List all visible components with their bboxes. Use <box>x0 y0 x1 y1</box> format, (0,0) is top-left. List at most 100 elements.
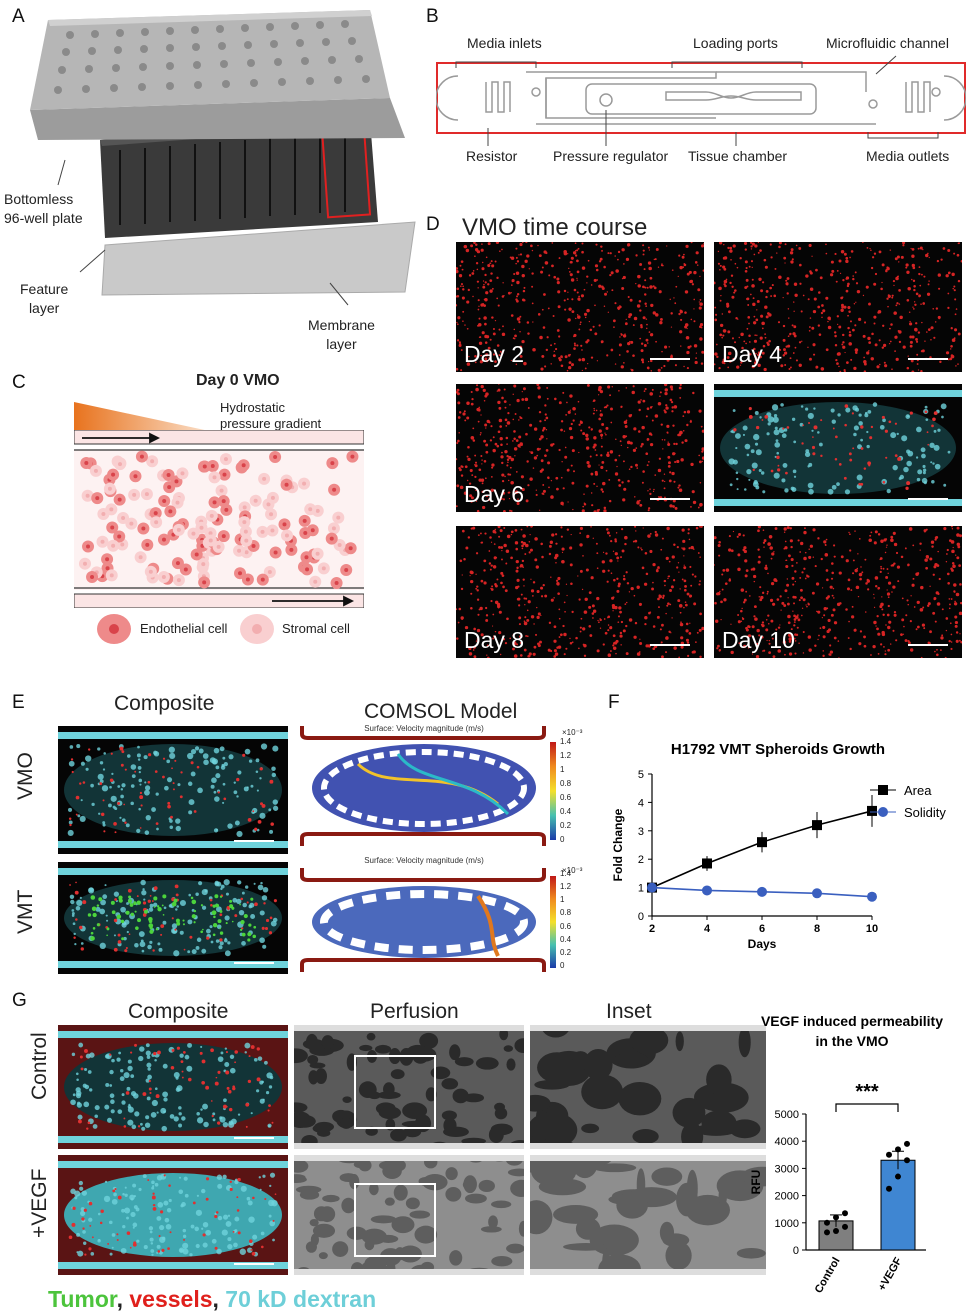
endothelial-cell-legend-icon <box>97 614 131 644</box>
vegf-permeability-chart: VEGF induced permeability in the VMO 0 1000… <box>749 1013 943 1296</box>
solidity-point <box>757 886 767 897</box>
x-tick-label: 2 <box>649 923 655 935</box>
y-tick-label: 1 <box>638 883 644 895</box>
colorbar-tick: 0 <box>560 961 565 970</box>
panel-c-title: Day 0 VMO <box>196 372 280 389</box>
colorbar-tick: 0.2 <box>560 947 572 957</box>
comsol-vmt-caption: Surface: Velocity magnitude (m/s) <box>364 856 484 865</box>
y-tick-label: 3000 <box>775 1163 799 1175</box>
data-point <box>904 1157 910 1164</box>
panel-e-composite-title: Composite <box>114 692 215 715</box>
y-tick-label: 5000 <box>775 1109 799 1121</box>
data-point <box>842 1223 848 1230</box>
panel-letter-b: B <box>426 6 439 27</box>
micrograph-day-6: Day 6 <box>456 384 704 512</box>
data-point <box>895 1173 901 1180</box>
x-tick-label: 4 <box>704 923 711 935</box>
stromal-cell-legend-icon <box>240 614 274 644</box>
label-microfluidic-channel: Microfluidic channel <box>826 35 949 51</box>
label-feature-layer: Feature layer <box>20 281 69 316</box>
panel-letter-d: D <box>426 214 440 235</box>
label-pressure-gradient: Hydrostatic pressure gradient <box>220 400 322 431</box>
inset-box-control <box>354 1055 436 1129</box>
legend-stromal-cell: Stromal cell <box>282 621 350 636</box>
row-label-vmo: VMO <box>14 752 37 800</box>
colorbar-tick: 0.2 <box>560 821 572 830</box>
perfusion-control-image <box>294 1025 524 1149</box>
data-point <box>886 1151 892 1158</box>
colorbar-tick: 1.4 <box>560 869 572 878</box>
caption-dextran: 70 kD dextran <box>225 1286 377 1312</box>
colorbar-tick: 0.4 <box>560 934 572 944</box>
label-bottomless-plate: Bottomless 96-well plate <box>4 191 83 226</box>
panel-letter-f: F <box>608 692 620 713</box>
row-label-vegf: +VEGF <box>28 1168 51 1238</box>
x-tick-label: 8 <box>814 923 820 935</box>
y-axis-label: RFU <box>749 1170 763 1195</box>
y-tick-label: 0 <box>793 1245 799 1257</box>
panel-g-inset-title: Inset <box>606 1000 652 1023</box>
caption-sep-2: , <box>212 1286 226 1312</box>
colorbar-vmo <box>550 742 556 840</box>
colorbar-tick: 1.4 <box>560 737 572 746</box>
y-tick-label: 2000 <box>775 1191 799 1203</box>
solidity-point <box>702 885 712 896</box>
row-label-control: Control <box>28 1032 51 1100</box>
data-point <box>824 1229 830 1236</box>
y-tick-label: 2 <box>638 854 644 866</box>
panel-g-composite-title: Composite <box>128 1000 229 1023</box>
micrograph-day-10: Day 10 <box>714 526 962 658</box>
colorbar-tick: 1 <box>560 765 565 774</box>
panel-e-comsol-title: COMSOL Model <box>364 700 518 723</box>
x-tick-label: Control <box>813 1256 843 1296</box>
solidity-point <box>867 891 877 902</box>
colorbar-tick: 0.8 <box>560 779 572 788</box>
panel-d-title: VMO time course <box>462 214 648 241</box>
micrograph-day-8: Day 8 <box>456 526 704 658</box>
label-resistor: Resistor <box>466 148 518 164</box>
caption-sep-1: , <box>116 1286 130 1312</box>
device-exploded-illustration <box>30 10 416 306</box>
micrograph-day-6-composite <box>714 384 962 512</box>
panel-letter-g: G <box>12 990 27 1011</box>
label-pressure-regulator: Pressure regulator <box>553 148 669 164</box>
data-point <box>904 1140 910 1147</box>
label-tissue-chamber: Tissue chamber <box>688 148 788 164</box>
composite-control-image <box>58 1025 288 1149</box>
panel-letter-c: C <box>12 372 26 393</box>
chart-g-title: in the VMO <box>815 1033 888 1049</box>
colorbar-exponent-vmo: ×10⁻³ <box>562 728 583 737</box>
data-point <box>833 1214 839 1221</box>
legend-caption: Tumor, vessels, 70 kD dextran <box>48 1286 376 1313</box>
colorbar-tick: 0.4 <box>560 807 572 816</box>
data-point <box>824 1219 830 1226</box>
x-tick-label: +VEGF <box>876 1255 905 1293</box>
panel-b-leader-lines <box>455 55 939 146</box>
caption-vessels: vessels <box>129 1286 213 1312</box>
composite-vegf-image <box>58 1155 288 1275</box>
label-media-outlets: Media outlets <box>866 148 950 164</box>
comsol-vmo-model: Surface: Velocity magnitude (m/s) <box>298 724 574 848</box>
y-tick-label: 4 <box>638 797 644 809</box>
colorbar-tick: 1 <box>560 895 565 905</box>
label-membrane-layer: Membrane layer <box>308 317 375 352</box>
significance-bracket <box>835 1103 899 1112</box>
y-tick-label: 1000 <box>775 1218 799 1230</box>
comsol-vmt-model: Surface: Velocity magnitude (m/s) <box>298 856 574 974</box>
chart-g-title: VEGF induced permeability <box>761 1013 943 1029</box>
solidity-point <box>647 882 657 893</box>
micrograph-day-2: Day 2 <box>456 242 704 372</box>
y-tick-label: 5 <box>638 769 644 781</box>
significance-label: *** <box>855 1081 879 1103</box>
solidity-point <box>812 888 822 899</box>
inset-control-image <box>530 1025 766 1149</box>
perfusion-vegf-image <box>294 1155 524 1275</box>
data-point <box>833 1227 839 1234</box>
legend-label-solidity: Solidity <box>904 805 946 820</box>
data-point <box>895 1146 901 1153</box>
data-point <box>886 1185 892 1192</box>
panel-g-perfusion-title: Perfusion <box>370 1000 459 1023</box>
colorbar-tick: 1.2 <box>560 751 572 760</box>
legend-endothelial-cell: Endothelial cell <box>140 621 228 636</box>
y-axis-label: Fold Change <box>611 808 625 881</box>
